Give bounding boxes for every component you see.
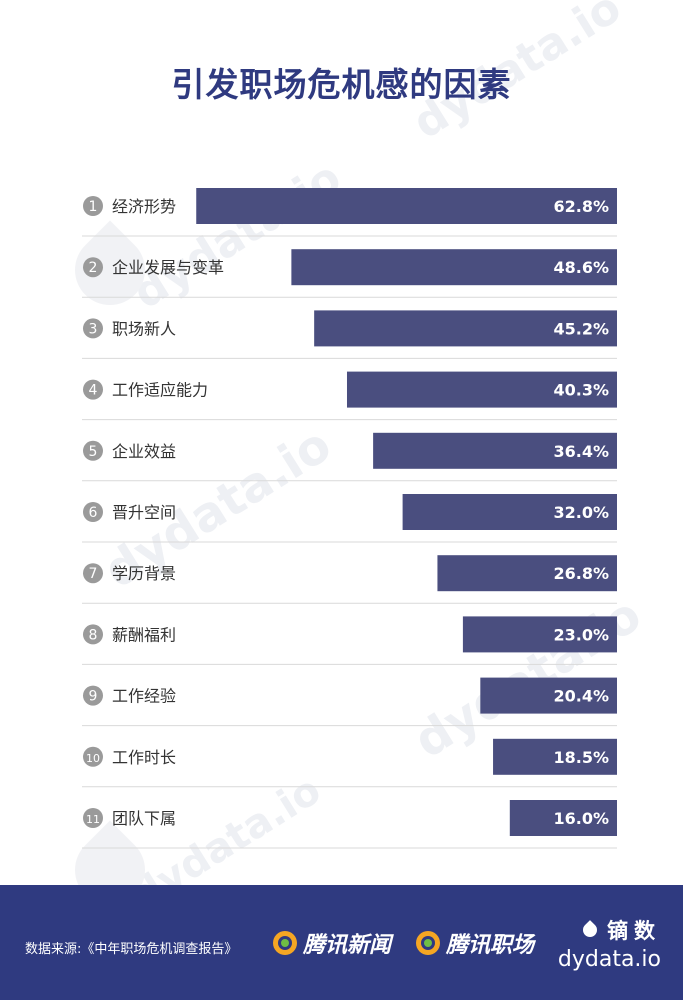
bar <box>373 432 617 469</box>
rank-circle <box>83 318 103 339</box>
drop-icon <box>580 920 600 940</box>
rank-circle <box>83 440 103 461</box>
rank-circle <box>83 685 103 706</box>
rank-circle <box>83 808 103 828</box>
category-label: 工作适应能力 <box>112 381 208 400</box>
brand-en: dydata.io <box>557 947 661 972</box>
value-label: 40.3% <box>553 381 609 400</box>
rank-label: 5 <box>89 444 98 460</box>
value-label: 20.4% <box>553 687 609 706</box>
bar <box>493 738 617 775</box>
bar <box>346 371 617 408</box>
tencent-logo-icon <box>416 931 440 955</box>
rank-circle <box>83 257 103 278</box>
rank-label: 4 <box>89 383 98 399</box>
dydata-brand: 镝数 dydata.io <box>558 915 661 972</box>
category-label: 企业效益 <box>112 442 176 461</box>
rank-circle <box>83 563 103 584</box>
tencent-logo-icon <box>273 931 297 955</box>
value-label: 45.2% <box>553 319 609 338</box>
category-label: 经济形势 <box>112 197 176 216</box>
category-label: 职场新人 <box>112 319 176 338</box>
bar <box>291 249 617 286</box>
brand-cn: 镝数 <box>607 919 661 943</box>
bar <box>437 555 617 592</box>
rank-label: 8 <box>89 627 98 643</box>
bar <box>462 616 617 653</box>
bar <box>480 677 617 714</box>
category-label: 工作时长 <box>112 748 176 767</box>
value-label: 26.8% <box>553 564 609 583</box>
rank-circle <box>83 746 103 767</box>
value-label: 36.4% <box>553 442 609 461</box>
tencent-news-logo: 腾讯新闻 <box>272 927 391 959</box>
category-label: 企业发展与变革 <box>112 258 224 277</box>
value-label: 23.0% <box>553 625 609 644</box>
tencent-career-logo: 腾讯职场 <box>415 927 534 959</box>
bar <box>314 310 617 347</box>
rank-label: 7 <box>89 566 98 582</box>
bar-chart: 1 经济形势 62.8% 2 企业发展与变革 48.6% 3 职场新人 45.2% 4 工作适应能力… <box>82 188 618 849</box>
bar <box>196 188 618 224</box>
rank-label: 6 <box>89 505 98 521</box>
category-label: 晋升空间 <box>112 503 176 522</box>
rank-label: 1 <box>89 199 98 215</box>
value-label: 62.8% <box>553 197 609 216</box>
value-label: 16.0% <box>553 809 609 828</box>
rank-label: 2 <box>89 260 98 276</box>
logo-label: 腾讯新闻 <box>303 933 392 958</box>
category-label: 学历背景 <box>112 564 176 583</box>
logo-label: 腾讯职场 <box>446 933 535 958</box>
rank-circle <box>83 196 103 216</box>
rank-label: 11 <box>86 813 100 826</box>
rank-circle <box>83 379 103 400</box>
value-label: 32.0% <box>553 503 609 522</box>
category-label: 团队下属 <box>112 809 176 828</box>
chart-title: 引发职场危机感的因素 <box>171 65 512 104</box>
value-label: 18.5% <box>553 748 609 767</box>
bar <box>402 494 617 530</box>
rank-label: 10 <box>86 752 100 765</box>
rank-circle <box>83 502 103 522</box>
category-label: 薪酬福利 <box>112 625 176 644</box>
rank-label: 3 <box>89 321 98 337</box>
data-source: 数据来源:《中年职场危机调查报告》 <box>25 942 238 957</box>
rank-label: 9 <box>89 689 98 705</box>
value-label: 48.6% <box>553 258 609 277</box>
rank-circle <box>83 624 103 645</box>
category-label: 工作经验 <box>112 687 176 706</box>
footer: 数据来源:《中年职场危机调查报告》 腾讯新闻 腾讯职场 镝数 dydata.io <box>0 885 683 1000</box>
bar <box>509 800 617 836</box>
